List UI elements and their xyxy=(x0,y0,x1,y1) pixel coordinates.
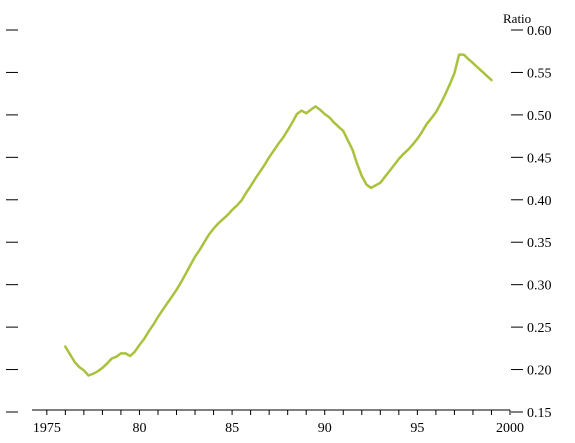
right-y-axis: 0.15 0.20 0.25 0.30 0.35 0.40 0.45 0.50 0.55 0.60 xyxy=(511,24,552,421)
y-tick-label: 0.20 xyxy=(527,364,552,379)
x-tick-label: 2000 xyxy=(496,421,524,436)
y-tick-label: 0.55 xyxy=(527,66,552,81)
x-tick-label: 90 xyxy=(318,421,332,436)
y-tick-label: 0.25 xyxy=(527,321,552,336)
x-tick-label: 80 xyxy=(132,421,146,436)
y-axis-title: Ratio xyxy=(503,11,531,26)
x-axis: 1975 80 85 90 95 2000 xyxy=(32,409,524,436)
series-line xyxy=(64,53,493,377)
y-tick-label: 0.40 xyxy=(527,194,552,209)
x-tick-label: 85 xyxy=(225,421,239,436)
y-tick-label: 0.60 xyxy=(527,24,552,39)
x-tick-label: 1975 xyxy=(33,421,61,436)
y-tick-label: 0.15 xyxy=(527,406,552,421)
left-y-ticks xyxy=(6,29,18,413)
y-tick-label: 0.50 xyxy=(527,109,552,124)
y-tick-label: 0.30 xyxy=(527,279,552,294)
y-tick-label: 0.45 xyxy=(527,151,552,166)
series-layer xyxy=(64,53,493,377)
x-tick-label: 95 xyxy=(410,421,424,436)
y-tick-label: 0.35 xyxy=(527,236,552,251)
